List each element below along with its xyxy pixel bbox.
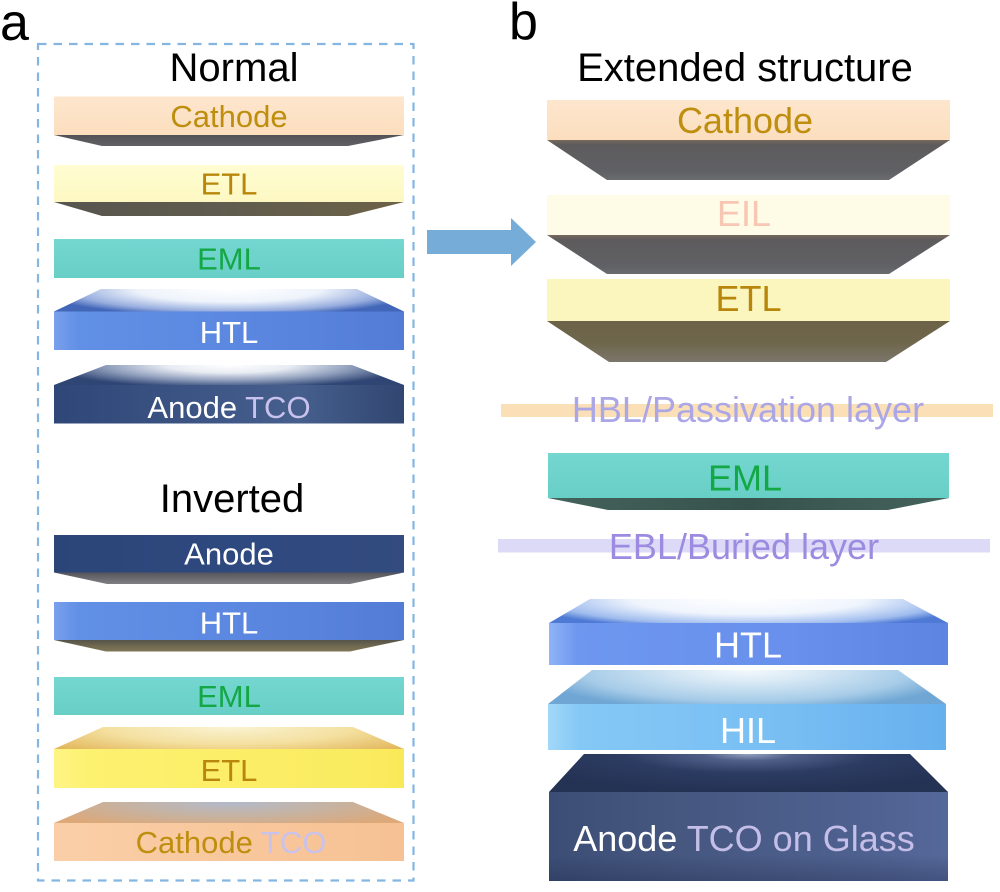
svg-text:HIL: HIL [720, 710, 776, 751]
svg-text:Anode TCO on Glass: Anode TCO on Glass [573, 818, 915, 859]
svg-text:ETL: ETL [715, 278, 781, 319]
svg-text:Anode TCO: Anode TCO [147, 390, 310, 425]
svg-text:EBL/Buried layer: EBL/Buried layer [609, 526, 879, 567]
svg-text:HTL: HTL [200, 315, 259, 350]
svg-text:EML: EML [708, 458, 782, 499]
svg-text:HBL/Passivation layer: HBL/Passivation layer [572, 389, 924, 430]
svg-text:HTL: HTL [200, 606, 259, 641]
svg-text:ETL: ETL [201, 167, 258, 202]
svg-text:Cathode: Cathode [170, 99, 287, 134]
svg-text:Cathode TCO: Cathode TCO [136, 825, 327, 860]
svg-text:Cathode: Cathode [677, 100, 813, 141]
svg-text:a: a [0, 0, 29, 52]
svg-text:EML: EML [197, 242, 261, 277]
svg-text:Inverted: Inverted [160, 477, 305, 521]
svg-text:EIL: EIL [717, 193, 771, 234]
svg-text:HTL: HTL [714, 625, 782, 666]
svg-text:Extended structure: Extended structure [577, 46, 913, 90]
svg-text:ETL: ETL [201, 753, 258, 788]
svg-text:b: b [509, 0, 538, 51]
svg-text:Anode: Anode [184, 537, 274, 572]
svg-text:Normal: Normal [170, 46, 299, 90]
svg-text:EML: EML [197, 679, 261, 714]
